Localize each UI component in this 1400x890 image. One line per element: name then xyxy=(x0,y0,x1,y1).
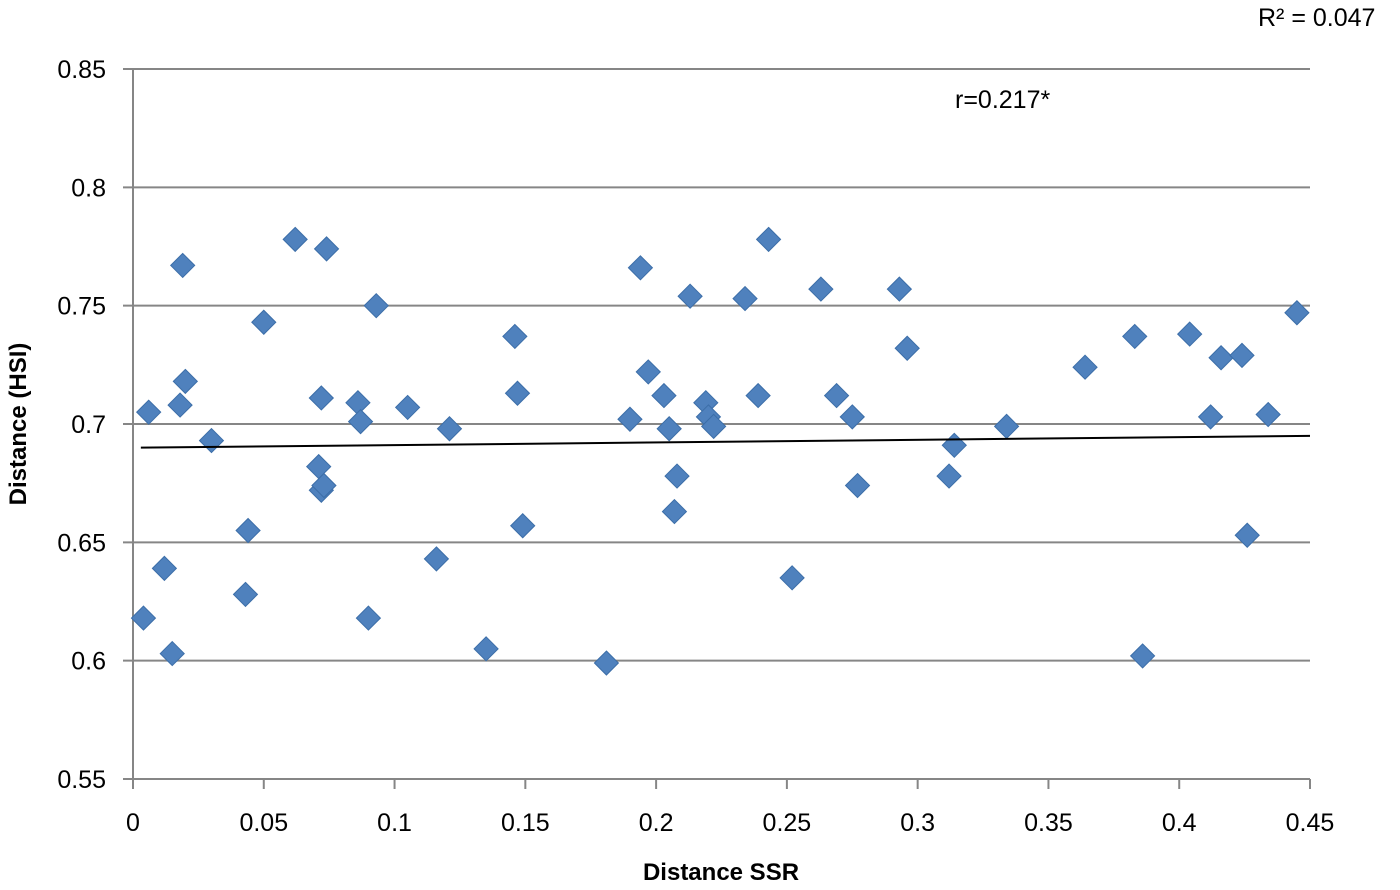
diamond-marker-icon xyxy=(700,413,727,440)
diamond-marker-icon xyxy=(502,323,528,350)
diamond-marker-icon xyxy=(1234,522,1260,548)
diamond-marker-icon xyxy=(745,382,771,409)
diamond-marker-icon xyxy=(436,416,463,442)
diamond-marker-icon xyxy=(844,472,871,499)
diamond-marker-icon xyxy=(1176,321,1203,347)
x-axis-tick-labels: 0 0.05 0.1 0.15 0.2 0.25 0.3 0.35 0.4 0.45 xyxy=(126,809,1334,837)
diamond-marker-icon xyxy=(504,380,531,406)
diamond-marker-icon xyxy=(627,255,654,281)
diamond-marker-icon xyxy=(282,226,308,253)
diamond-marker-icon xyxy=(198,427,225,454)
y-tick-label: 0.8 xyxy=(71,174,106,202)
diamond-marker-icon xyxy=(993,413,1020,440)
diamond-marker-icon xyxy=(159,640,185,667)
x-axis-title: Distance SSR xyxy=(643,859,799,886)
diamond-marker-icon xyxy=(305,453,332,480)
diamond-marker-icon xyxy=(732,285,758,312)
y-tick-label: 0.6 xyxy=(71,648,106,676)
y-axis-tick-labels: 0.55 0.6 0.65 0.7 0.75 0.8 0.85 xyxy=(57,56,106,794)
diamond-marker-icon xyxy=(130,605,157,631)
y-axis-title: Distance (HSI) xyxy=(5,343,32,506)
diamond-marker-icon xyxy=(755,226,782,253)
diamond-marker-icon xyxy=(894,335,920,361)
x-tick-label: 0 xyxy=(126,809,140,837)
diamond-marker-icon xyxy=(363,292,389,319)
x-tick-label: 0.2 xyxy=(639,809,674,837)
x-tick-label: 0.15 xyxy=(501,809,550,837)
x-tick-label: 0.1 xyxy=(377,809,412,837)
diamond-marker-icon xyxy=(355,605,382,631)
y-tick-label: 0.7 xyxy=(71,411,106,439)
diamond-marker-icon xyxy=(423,546,450,572)
diamond-marker-icon xyxy=(808,276,834,302)
diamond-marker-icon xyxy=(656,416,682,442)
diamond-marker-icon xyxy=(510,513,536,539)
x-tick-label: 0.35 xyxy=(1024,809,1073,837)
diamond-marker-icon xyxy=(886,276,913,302)
diamond-marker-icon xyxy=(232,581,259,608)
diamond-marker-icon xyxy=(473,636,499,662)
diamond-marker-icon xyxy=(251,309,277,335)
x-tick-label: 0.45 xyxy=(1286,809,1335,837)
diamond-marker-icon xyxy=(235,517,261,544)
diamond-marker-icon xyxy=(1255,401,1281,428)
diamond-marker-icon xyxy=(1229,342,1255,369)
x-tick-label: 0.4 xyxy=(1162,809,1197,837)
y-tick-label: 0.85 xyxy=(57,56,106,84)
diamond-marker-icon xyxy=(394,394,421,421)
diamond-marker-icon xyxy=(593,650,620,676)
y-tick-label: 0.65 xyxy=(57,529,106,557)
diamond-marker-icon xyxy=(1284,300,1310,326)
diamond-marker-icon xyxy=(308,385,335,411)
diamond-marker-icon xyxy=(936,463,962,489)
diamond-marker-icon xyxy=(661,498,688,525)
diamond-marker-icon xyxy=(823,382,850,409)
data-points xyxy=(130,226,1310,676)
x-tick-label: 0.25 xyxy=(763,809,812,837)
trendline xyxy=(140,434,1311,449)
x-tick-label: 0.3 xyxy=(900,809,935,837)
diamond-marker-icon xyxy=(1208,345,1234,371)
diamond-marker-icon xyxy=(779,565,805,591)
diamond-marker-icon xyxy=(151,555,178,582)
horizontal-gridlines xyxy=(123,68,1310,780)
y-tick-label: 0.55 xyxy=(57,766,106,794)
y-tick-label: 0.75 xyxy=(57,293,106,321)
x-tick-label: 0.05 xyxy=(239,809,288,837)
diamond-marker-icon xyxy=(135,399,162,425)
diamond-marker-icon xyxy=(169,252,196,279)
diamond-marker-icon xyxy=(617,406,643,432)
r-squared-annotation: R² = 0.047 xyxy=(1258,4,1375,32)
diamond-marker-icon xyxy=(651,382,677,409)
diamond-marker-icon xyxy=(1122,323,1148,350)
diamond-marker-icon xyxy=(347,408,374,435)
diamond-marker-icon xyxy=(345,389,371,416)
r-value-annotation: r=0.217* xyxy=(955,86,1050,114)
diamond-marker-icon xyxy=(1129,643,1156,669)
diamond-marker-icon xyxy=(664,463,690,489)
diamond-marker-icon xyxy=(311,472,337,499)
diamond-marker-icon xyxy=(1197,404,1224,430)
diamond-marker-icon xyxy=(839,404,865,430)
diamond-marker-icon xyxy=(172,368,199,395)
axes xyxy=(123,69,1311,789)
diamond-marker-icon xyxy=(1072,354,1098,380)
diamond-marker-icon xyxy=(941,432,967,459)
diamond-marker-icon xyxy=(167,392,193,418)
diamond-marker-icon xyxy=(313,236,340,262)
diamond-marker-icon xyxy=(635,359,661,385)
diamond-marker-icon xyxy=(677,283,703,309)
